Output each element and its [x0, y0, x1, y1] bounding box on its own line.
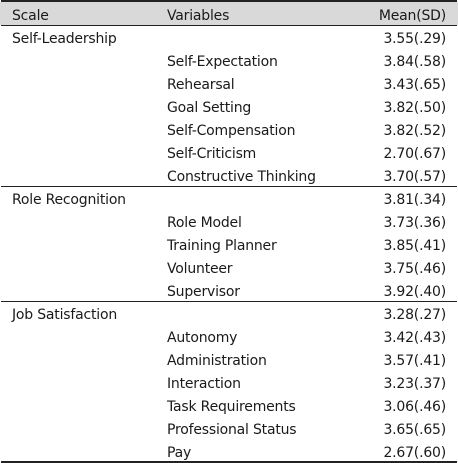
group-separator [1, 301, 457, 302]
variable-mean-sd: 3.92(.40) [383, 284, 446, 300]
variable-label: Rehearsal [167, 77, 235, 93]
variable-mean-sd: 3.23(.37) [383, 376, 446, 392]
bottom-rule [1, 461, 457, 463]
group-separator [1, 186, 457, 187]
variable-mean-sd: 3.57(.41) [383, 353, 446, 369]
variable-label: Training Planner [167, 238, 277, 254]
variable-mean-sd: 3.43(.65) [383, 77, 446, 93]
variable-label: Professional Status [167, 422, 297, 438]
variable-label: Interaction [167, 376, 241, 392]
variable-mean-sd: 3.42(.43) [383, 330, 446, 346]
header-mean-sd: Mean(SD) [378, 8, 446, 24]
header-rule [1, 25, 457, 26]
variable-label: Volunteer [167, 261, 233, 277]
header-scale: Scale [12, 8, 49, 24]
variable-mean-sd: 3.84(.58) [383, 54, 446, 70]
variable-label: Self-Expectation [167, 54, 278, 70]
variable-mean-sd: 2.67(.60) [383, 445, 446, 461]
variable-mean-sd: 3.65(.65) [383, 422, 446, 438]
variable-mean-sd: 3.75(.46) [383, 261, 446, 277]
variable-label: Administration [167, 353, 267, 369]
variable-mean-sd: 3.73(.36) [383, 215, 446, 231]
variable-label: Role Model [167, 215, 242, 231]
scale-label: Job Satisfaction [12, 307, 117, 323]
variable-label: Pay [167, 445, 192, 461]
scale-label: Self-Leadership [12, 31, 117, 47]
scale-label: Role Recognition [12, 192, 126, 208]
variable-label: Goal Setting [167, 100, 252, 116]
variable-mean-sd: 2.70(.67) [383, 146, 446, 162]
scale-mean-sd: 3.28(.27) [383, 307, 446, 323]
scale-mean-sd: 3.81(.34) [383, 192, 446, 208]
variable-mean-sd: 3.85(.41) [383, 238, 446, 254]
variable-label: Self-Compensation [167, 123, 296, 139]
variable-mean-sd: 3.70(.57) [383, 169, 446, 185]
variable-mean-sd: 3.06(.46) [383, 399, 446, 415]
variable-mean-sd: 3.82(.52) [383, 123, 446, 139]
scale-mean-sd: 3.55(.29) [383, 31, 446, 47]
variable-label: Task Requirements [167, 399, 296, 415]
header-row: Scale Variables Mean(SD) [0, 2, 458, 25]
top-rule [1, 0, 457, 2]
variable-mean-sd: 3.82(.50) [383, 100, 446, 116]
variable-label: Constructive Thinking [167, 169, 316, 185]
header-variables: Variables [167, 8, 230, 24]
variable-label: Supervisor [167, 284, 240, 300]
variable-label: Self-Criticism [167, 146, 257, 162]
variable-label: Autonomy [167, 330, 238, 346]
